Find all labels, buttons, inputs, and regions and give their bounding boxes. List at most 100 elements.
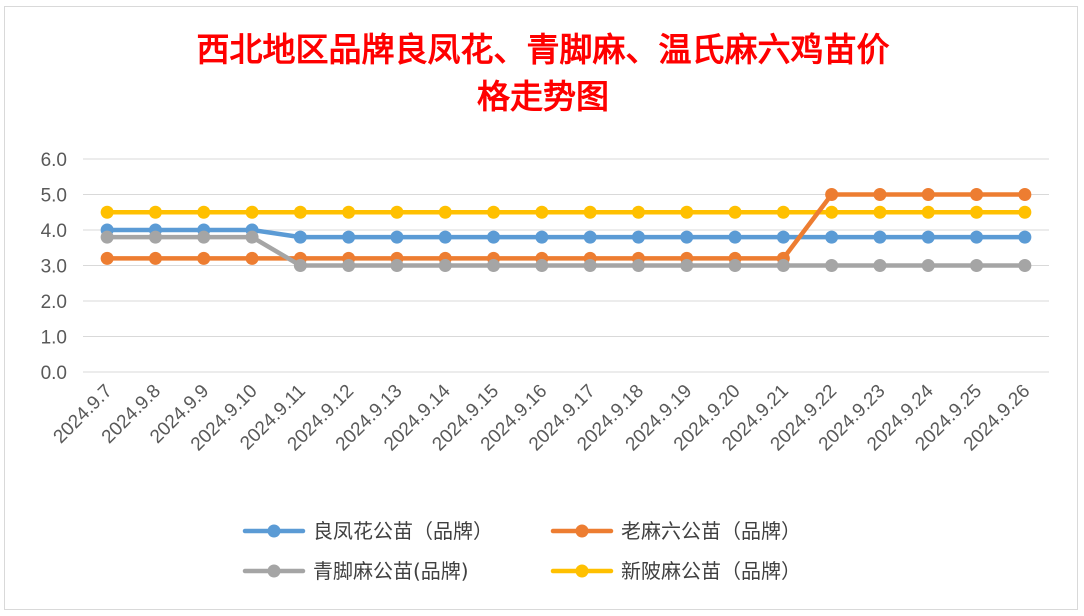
data-point [438,205,452,219]
data-point [680,205,694,219]
data-point [197,230,211,244]
data-point [776,259,790,272]
data-point [728,205,742,219]
data-point [970,188,984,201]
data-point [825,188,839,201]
legend-item-0: 良凤花公苗（品牌） [242,519,493,543]
chart-title-line-1: 西北地区品牌良凤花、青脚麻、温氏麻六鸡苗价 [197,30,890,69]
data-point [342,230,356,244]
data-point [1018,188,1032,201]
data-point [342,259,356,272]
data-point [631,230,645,244]
data-point [631,205,645,219]
data-point [921,205,935,219]
series-line-1 [104,192,1028,261]
data-point [583,205,597,219]
y-axis-ticks: 0.0 1.0 2.0 3.0 4.0 5.0 6.0 [41,150,67,384]
data-point [1018,230,1032,244]
data-point [728,230,742,244]
series-line-2 [104,234,1028,268]
data-point [825,259,839,272]
chart-title-line-2: 格走势图 [477,77,609,116]
y-tick-label: 6.0 [41,150,67,171]
legend-swatch-marker [575,524,589,538]
data-point [245,251,259,265]
data-point [535,259,549,272]
data-point [776,205,790,219]
y-tick-label: 3.0 [41,257,67,278]
legend: 良凤花公苗（品牌） 老麻六公苗（品牌） 青脚麻公苗(品牌) 新陂麻公苗（品牌） [242,519,801,583]
data-point [535,205,549,219]
legend-label: 青脚麻公苗(品牌) [313,559,469,583]
data-point [873,259,887,272]
data-point [487,230,501,244]
data-point [1018,259,1032,272]
data-point [970,230,984,244]
data-point [825,205,839,219]
data-point [583,230,597,244]
y-tick-label: 0.0 [41,363,67,384]
line-chart: 西北地区品牌良凤花、青脚麻、温氏麻六鸡苗价 格走势图 0.0 1.0 2.0 3.0 4… [41,30,1049,583]
legend-label: 老麻六公苗（品牌） [621,519,801,543]
data-point [148,230,162,244]
legend-swatch-marker [575,564,589,578]
data-point [970,259,984,272]
data-point [680,259,694,272]
data-point [728,259,742,272]
data-point [148,205,162,219]
data-point [583,259,597,272]
chart-title: 西北地区品牌良凤花、青脚麻、温氏麻六鸡苗价 格走势图 [197,30,890,116]
data-point [245,230,259,244]
series-1 [100,188,1032,265]
data-point [1018,205,1032,219]
data-point [100,205,114,219]
series-line-0 [104,227,1028,240]
legend-label: 新陂麻公苗（品牌） [621,559,801,583]
data-point [438,259,452,272]
legend-swatch-marker [267,524,281,538]
data-point [100,230,114,244]
y-tick-label: 4.0 [41,221,67,242]
data-point [148,251,162,265]
data-point [825,230,839,244]
data-point [535,230,549,244]
y-tick-label: 1.0 [41,328,67,349]
data-point [390,230,404,244]
legend-item-3: 新陂麻公苗（品牌） [550,559,801,583]
legend-item-2: 青脚麻公苗(品牌) [242,559,469,583]
legend-label: 良凤花公苗（品牌） [313,519,493,543]
data-point [100,251,114,265]
data-point [293,205,307,219]
data-point [873,230,887,244]
data-point [970,205,984,219]
data-point [921,259,935,272]
data-point [921,230,935,244]
y-tick-label: 2.0 [41,292,67,313]
data-point [487,205,501,219]
series-3 [100,205,1032,219]
data-point [776,230,790,244]
data-point [873,205,887,219]
data-point [390,259,404,272]
data-point [873,188,887,201]
data-point [342,205,356,219]
data-point [197,251,211,265]
legend-item-1: 老麻六公苗（品牌） [550,519,801,543]
series-0 [100,223,1032,244]
legend-swatch-marker [267,564,281,578]
series-lines [100,188,1032,272]
data-point [631,259,645,272]
data-point [197,205,211,219]
data-point [390,205,404,219]
data-point [293,259,307,272]
data-point [438,230,452,244]
data-point [921,188,935,201]
x-axis-ticks: 2024.9.72024.9.82024.9.92024.9.102024.9.… [50,380,1035,455]
data-point [487,259,501,272]
data-point [293,230,307,244]
data-point [245,205,259,219]
y-tick-label: 5.0 [41,186,67,207]
chart-area: 西北地区品牌良凤花、青脚麻、温氏麻六鸡苗价 格走势图 0.0 1.0 2.0 3.0 4… [4,6,1078,610]
data-point [680,230,694,244]
series-2 [100,230,1032,272]
